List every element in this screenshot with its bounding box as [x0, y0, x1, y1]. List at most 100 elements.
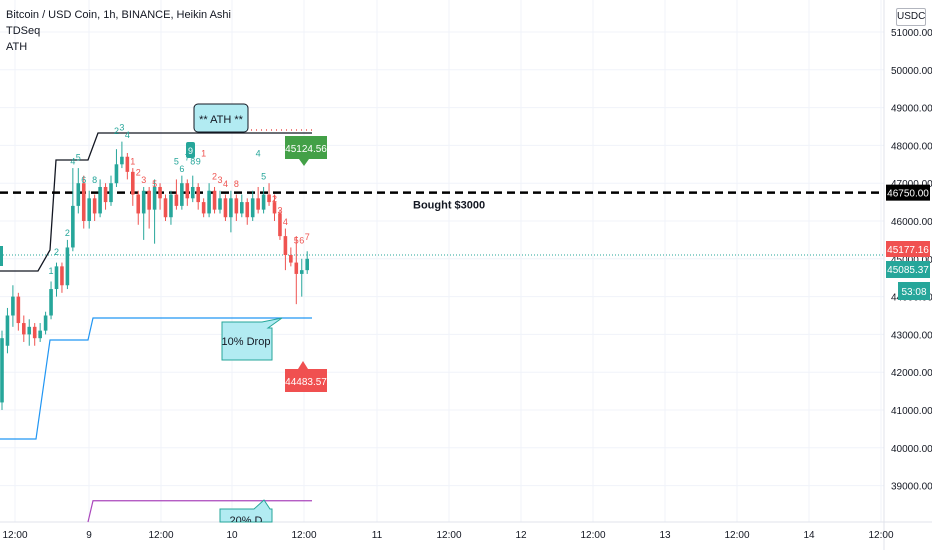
candle-body[interactable]	[190, 186, 195, 199]
current-price-tag[interactable]	[886, 261, 930, 278]
candle-body[interactable]	[218, 198, 222, 210]
bought-line-label[interactable]: Bought $3000	[413, 200, 485, 212]
candle-body[interactable]	[245, 202, 250, 218]
time-axis-tick-label: 12:00	[580, 530, 605, 541]
candle-body[interactable]	[5, 315, 10, 346]
candle-body[interactable]	[152, 186, 157, 210]
candle-body[interactable]	[201, 202, 206, 214]
candle-body[interactable]	[54, 266, 59, 290]
ath-callout-label[interactable]: ** ATH **	[199, 114, 244, 126]
candle-body[interactable]	[92, 198, 97, 214]
candle-body[interactable]	[16, 296, 21, 324]
tdseq-count-label: 7	[305, 232, 310, 242]
candle-body[interactable]	[163, 198, 168, 218]
candle-body[interactable]	[229, 198, 233, 218]
chart-legend: Bitcoin / USD Coin, 1h, BINANCE, Heikin …	[6, 7, 231, 55]
candle-body[interactable]	[289, 255, 293, 263]
tdseq-count-label: 2	[114, 126, 119, 136]
candle-body[interactable]	[38, 330, 42, 339]
tdseq-count-label: 5	[261, 171, 266, 181]
candle-body[interactable]	[261, 194, 266, 210]
currency-unit-button[interactable]: USDC	[896, 8, 926, 26]
tdseq-count-label: 8	[92, 175, 97, 185]
candle-body[interactable]	[267, 194, 271, 203]
time-axis-tick-label: 12:00	[868, 530, 893, 541]
candle-body[interactable]	[98, 186, 102, 214]
indicator-ath-label[interactable]: ATH	[6, 41, 28, 53]
candle-body[interactable]	[87, 198, 91, 221]
candle-body[interactable]	[22, 323, 26, 335]
price-axis-tick-label: 46000.00	[891, 217, 932, 228]
candle-body[interactable]	[283, 236, 288, 256]
candle-body[interactable]	[32, 326, 37, 339]
candle-body[interactable]	[174, 194, 179, 206]
candle-body[interactable]	[305, 258, 309, 271]
drop-20-callout-label[interactable]: 20% D	[229, 515, 262, 527]
candle-body[interactable]	[207, 190, 211, 214]
candle-body[interactable]	[212, 190, 217, 210]
candle-body[interactable]	[49, 289, 53, 316]
candle-body[interactable]	[125, 156, 130, 172]
candle-body[interactable]	[272, 202, 277, 214]
drop-10-callout-box[interactable]	[221, 317, 283, 361]
drop-20-callout-box[interactable]	[219, 499, 273, 523]
candle-body[interactable]	[71, 205, 75, 248]
price-axis-tick-label: 48000.00	[891, 141, 932, 152]
price-axis-tick-label: 49000.00	[891, 104, 932, 115]
price-axis-tick-label: 42000.00	[891, 368, 932, 379]
drop-20-line	[87, 500, 312, 523]
candle-body[interactable]	[256, 198, 260, 210]
candle-body[interactable]	[147, 190, 151, 210]
candle-body[interactable]	[120, 156, 124, 165]
candle-body[interactable]	[114, 164, 119, 184]
tdseq-count-label: 3	[141, 175, 146, 185]
candle-body[interactable]	[294, 262, 299, 274]
tdseq-count-label: 8	[190, 156, 195, 166]
candle-body[interactable]	[141, 190, 146, 214]
candle-body[interactable]	[185, 183, 190, 199]
high-price-marker[interactable]	[285, 136, 327, 166]
indicator-tdseq-label[interactable]: TDSeq	[6, 25, 41, 37]
tdseq-count-label: 2	[54, 247, 59, 257]
candle-body[interactable]	[43, 315, 48, 331]
candle-body[interactable]	[81, 183, 86, 221]
candle-body[interactable]	[65, 247, 70, 286]
candle-body[interactable]	[169, 194, 173, 218]
candle-body[interactable]	[11, 296, 15, 316]
tdseq-count-label: 4	[283, 217, 288, 227]
candle-body[interactable]	[234, 198, 239, 214]
tdseq-count-label: 1	[201, 149, 206, 159]
tdseq-count-label: 5	[174, 156, 179, 166]
last-price-tag[interactable]	[886, 241, 930, 257]
candle-body[interactable]	[103, 186, 108, 203]
tdseq-count-label: 3	[119, 122, 124, 132]
symbol-title[interactable]: Bitcoin / USD Coin, 1h, BINANCE, Heikin …	[6, 9, 231, 21]
high-price-marker-label[interactable]: 45124.56	[285, 144, 327, 155]
candle-body[interactable]	[299, 270, 304, 274]
candle-body[interactable]	[158, 186, 162, 199]
low-price-marker[interactable]	[285, 361, 327, 392]
candle-body[interactable]	[278, 213, 282, 237]
candle-body[interactable]	[136, 194, 141, 214]
candle-body[interactable]	[223, 198, 228, 218]
time-axis-tick-label: 12	[515, 530, 527, 541]
low-price-marker-label[interactable]: 44483.57	[285, 377, 327, 388]
ath-callout-box[interactable]	[193, 103, 249, 133]
candle-body[interactable]	[240, 202, 244, 214]
candle-body[interactable]	[76, 183, 81, 206]
candle-body[interactable]	[131, 171, 135, 195]
time-axis-tick-label: 9	[86, 530, 92, 541]
tdseq-count-label: 4	[223, 179, 228, 189]
bought-level-price-tag[interactable]	[886, 184, 930, 201]
candle-body[interactable]	[0, 338, 4, 403]
candle-body[interactable]	[180, 183, 184, 206]
candle-body[interactable]	[250, 198, 255, 218]
candle-body[interactable]	[196, 186, 200, 203]
drop-10-callout-label[interactable]: 10% Drop	[222, 336, 271, 348]
candle-body[interactable]	[27, 326, 32, 335]
candle-body[interactable]	[60, 266, 64, 286]
candle-body[interactable]	[109, 183, 113, 203]
countdown-tag	[898, 282, 930, 300]
